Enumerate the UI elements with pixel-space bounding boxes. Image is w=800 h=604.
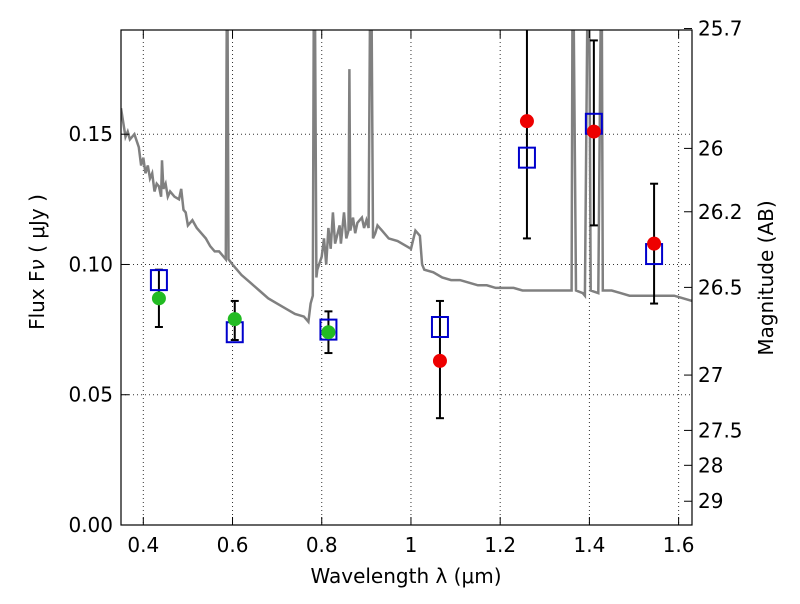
x-tick-label: 1.6 bbox=[663, 533, 695, 557]
y-axis-title-right: Magnitude (AB) bbox=[754, 200, 778, 355]
model-flux-box bbox=[319, 318, 338, 341]
y-tick-label-left: 0.10 bbox=[68, 252, 113, 276]
model-flux-box bbox=[430, 316, 449, 338]
y-tick-label-right: 26.2 bbox=[698, 200, 743, 224]
observed-point-red bbox=[647, 236, 662, 251]
y-tick-label-left: 0.00 bbox=[68, 513, 113, 537]
plot-frame bbox=[120, 29, 693, 526]
x-tick-label: 0.8 bbox=[306, 533, 338, 557]
x-tick-label: 1 bbox=[405, 533, 418, 557]
y-tick-label-right: 25.7 bbox=[698, 17, 743, 41]
template-spectrum-layer bbox=[121, 30, 692, 325]
model-flux-box bbox=[517, 146, 536, 169]
y-tick-label-right: 27.5 bbox=[698, 418, 743, 442]
x-axis-title: Wavelength λ (μm) bbox=[310, 564, 501, 588]
y-tick-label-right: 29 bbox=[698, 489, 723, 513]
x-tick-label: 0.6 bbox=[217, 533, 249, 557]
y-axis-title-unit: ( μJy ) bbox=[25, 194, 49, 259]
x-tick-label: 1.2 bbox=[484, 533, 516, 557]
y-tick-label-right: 26 bbox=[698, 136, 723, 160]
template-spectrum-line bbox=[121, 30, 692, 325]
observed-points-layer bbox=[151, 114, 662, 368]
model-flux-box bbox=[149, 269, 168, 292]
x-tick-label: 0.4 bbox=[127, 533, 159, 557]
y-tick-label-left: 0.05 bbox=[68, 383, 113, 407]
y-axis-title-main: Flux F bbox=[25, 270, 49, 329]
y-tick-label-left: 0.15 bbox=[68, 122, 113, 146]
observed-point-red bbox=[432, 353, 447, 368]
observed-point-green bbox=[151, 291, 166, 306]
observed-point-green bbox=[321, 325, 336, 340]
tick-labels-layer: 0.4 0.6 0.8 1 1.2 1.4 1.6 0.00 0.05 0.10 0.15 25.7 2… bbox=[68, 17, 742, 557]
y-tick-label-right: 26.5 bbox=[698, 275, 743, 299]
y-tick-label-right: 27 bbox=[698, 363, 723, 387]
ticks-layer bbox=[121, 28, 692, 526]
observed-point-green bbox=[227, 312, 242, 327]
y-tick-label-right: 28 bbox=[698, 453, 723, 477]
observed-point-red bbox=[519, 114, 534, 129]
y-axis-title-subscript: ν bbox=[25, 259, 49, 270]
observed-point-red bbox=[586, 124, 601, 139]
grid-lines bbox=[121, 30, 692, 525]
y-axis-title-left: Flux Fν ( μJy ) bbox=[25, 194, 49, 330]
errorbars-layer bbox=[154, 30, 659, 420]
x-tick-label: 1.4 bbox=[573, 533, 605, 557]
